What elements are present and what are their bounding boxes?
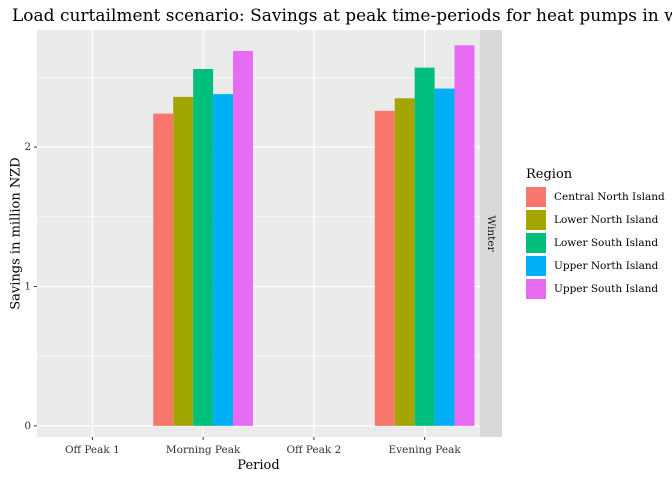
y-tick-label: 2 (24, 141, 31, 153)
legend-title: Region (526, 167, 573, 182)
bar (193, 69, 214, 426)
legend-key (526, 256, 546, 276)
legend: Region Central North Island Lower North I… (526, 167, 665, 299)
x-tick-label: Evening Peak (389, 444, 462, 456)
bar (454, 45, 475, 426)
legend-label: Central North Island (554, 191, 665, 203)
bar (173, 96, 194, 426)
y-axis-title: Savings in million NZD (9, 157, 24, 309)
x-tick-label: Off Peak 2 (286, 444, 341, 456)
legend-label: Lower North Island (554, 214, 659, 226)
x-tick-label: Morning Peak (166, 444, 241, 456)
bar (414, 67, 435, 426)
legend-items: Central North Island Lower North Island Lo… (526, 187, 665, 299)
bars (153, 45, 475, 426)
legend-key (526, 233, 546, 253)
bar (213, 94, 234, 426)
bar (233, 50, 253, 426)
bar (374, 110, 395, 426)
facet-strip (480, 30, 502, 437)
bar (394, 98, 415, 426)
legend-key (526, 210, 546, 230)
bar (434, 88, 455, 426)
x-axis-title: Period (237, 458, 279, 473)
facet-strip-label: Winter (485, 215, 497, 252)
y-tick-label: 1 (24, 280, 31, 292)
legend-label: Lower South Island (554, 237, 658, 249)
y-axis: 0 1 2 (24, 141, 37, 432)
legend-label: Upper South Island (554, 283, 658, 295)
x-axis: Off Peak 1 Morning Peak Off Peak 2 Evening … (65, 437, 461, 456)
legend-key (526, 279, 546, 299)
bar (153, 113, 174, 426)
y-tick-label: 0 (24, 420, 31, 432)
legend-label: Upper North Island (554, 260, 659, 272)
chart-title: Load curtailment scenario: Savings at pe… (12, 6, 672, 26)
legend-key (526, 187, 546, 207)
x-tick-label: Off Peak 1 (65, 444, 120, 456)
